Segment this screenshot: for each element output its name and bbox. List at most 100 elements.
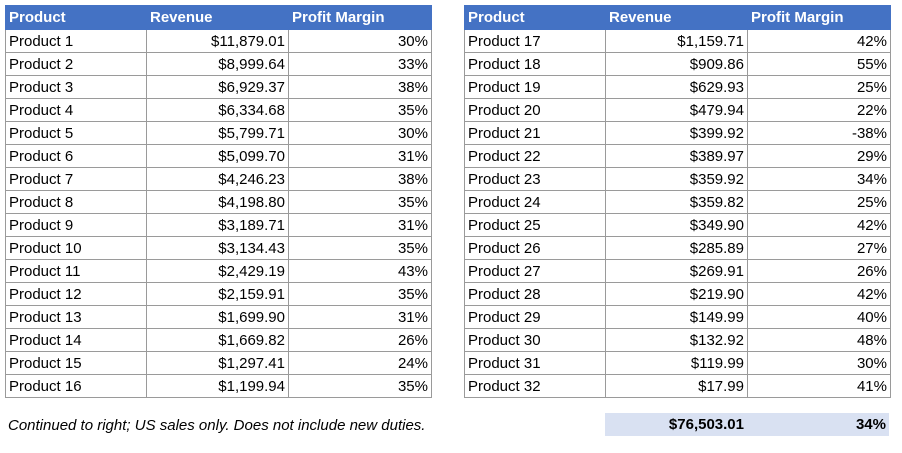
header-profit-margin: Profit Margin (747, 5, 891, 30)
revenue-cell: $1,297.41 (146, 351, 289, 375)
table-row: Product 20 $479.94 22% (464, 98, 891, 122)
revenue-cell: $3,189.71 (146, 213, 289, 237)
profit-margin-cell: 43% (288, 259, 432, 283)
table-row: Product 21 $399.92 -38% (464, 121, 891, 145)
product-cell: Product 29 (464, 305, 606, 329)
revenue-cell: $4,198.80 (146, 190, 289, 214)
profit-margin-cell: 38% (288, 75, 432, 99)
table-row: Product 2 $8,999.64 33% (5, 52, 432, 76)
profit-margin-cell: 31% (288, 144, 432, 168)
revenue-cell: $17.99 (605, 374, 748, 398)
product-cell: Product 4 (5, 98, 147, 122)
profit-margin-cell: 26% (747, 259, 891, 283)
table-row: Product 28 $219.90 42% (464, 282, 891, 306)
product-cell: Product 19 (464, 75, 606, 99)
table-row: Product 1 $11,879.01 30% (5, 29, 432, 53)
profit-margin-cell: 30% (288, 121, 432, 145)
table-row: Product 3 $6,929.37 38% (5, 75, 432, 99)
product-cell: Product 25 (464, 213, 606, 237)
table-row: Product 26 $285.89 27% (464, 236, 891, 260)
left-table: Product Revenue Profit Margin Product 1 $… (5, 5, 432, 398)
table-row: Product 30 $132.92 48% (464, 328, 891, 352)
product-cell: Product 8 (5, 190, 147, 214)
table-row: Product 25 $349.90 42% (464, 213, 891, 237)
profit-margin-cell: 25% (747, 190, 891, 214)
revenue-cell: $479.94 (605, 98, 748, 122)
profit-margin-cell: 35% (288, 374, 432, 398)
profit-margin-cell: 33% (288, 52, 432, 76)
revenue-cell: $269.91 (605, 259, 748, 283)
product-cell: Product 32 (464, 374, 606, 398)
revenue-cell: $909.86 (605, 52, 748, 76)
table-row: Product 9 $3,189.71 31% (5, 213, 432, 237)
table-row: Product 23 $359.92 34% (464, 167, 891, 191)
table-row: Product 13 $1,699.90 31% (5, 305, 432, 329)
product-cell: Product 20 (464, 98, 606, 122)
product-cell: Product 13 (5, 305, 147, 329)
revenue-cell: $119.99 (605, 351, 748, 375)
profit-margin-cell: 22% (747, 98, 891, 122)
product-cell: Product 14 (5, 328, 147, 352)
total-profit-margin: 34% (747, 413, 889, 436)
profit-margin-cell: 29% (747, 144, 891, 168)
product-cell: Product 27 (464, 259, 606, 283)
total-revenue: $76,503.01 (605, 413, 747, 436)
revenue-cell: $132.92 (605, 328, 748, 352)
revenue-cell: $1,199.94 (146, 374, 289, 398)
product-cell: Product 9 (5, 213, 147, 237)
product-cell: Product 3 (5, 75, 147, 99)
profit-margin-cell: 30% (747, 351, 891, 375)
product-cell: Product 1 (5, 29, 147, 53)
revenue-cell: $2,159.91 (146, 282, 289, 306)
revenue-cell: $1,699.90 (146, 305, 289, 329)
revenue-cell: $6,929.37 (146, 75, 289, 99)
profit-margin-cell: 26% (288, 328, 432, 352)
table-row: Product 27 $269.91 26% (464, 259, 891, 283)
table-row: Product 19 $629.93 25% (464, 75, 891, 99)
revenue-cell: $8,999.64 (146, 52, 289, 76)
revenue-cell: $4,246.23 (146, 167, 289, 191)
revenue-cell: $285.89 (605, 236, 748, 260)
table-row: Product 17 $1,159.71 42% (464, 29, 891, 53)
header-revenue: Revenue (146, 5, 289, 30)
product-cell: Product 26 (464, 236, 606, 260)
profit-margin-cell: 35% (288, 236, 432, 260)
footnote: Continued to right; US sales only. Does … (8, 417, 426, 434)
revenue-cell: $359.92 (605, 167, 748, 191)
product-cell: Product 24 (464, 190, 606, 214)
product-cell: Product 2 (5, 52, 147, 76)
product-cell: Product 31 (464, 351, 606, 375)
profit-margin-cell: 41% (747, 374, 891, 398)
table-row: Product 31 $119.99 30% (464, 351, 891, 375)
table-row: Product 10 $3,134.43 35% (5, 236, 432, 260)
profit-margin-cell: 55% (747, 52, 891, 76)
profit-margin-cell: 42% (747, 29, 891, 53)
profit-margin-cell: 35% (288, 98, 432, 122)
profit-margin-cell: 40% (747, 305, 891, 329)
profit-margin-cell: 30% (288, 29, 432, 53)
table-row: Product 22 $389.97 29% (464, 144, 891, 168)
profit-margin-cell: 38% (288, 167, 432, 191)
revenue-cell: $399.92 (605, 121, 748, 145)
profit-margin-cell: 48% (747, 328, 891, 352)
revenue-cell: $359.82 (605, 190, 748, 214)
product-cell: Product 17 (464, 29, 606, 53)
revenue-cell: $1,669.82 (146, 328, 289, 352)
revenue-cell: $2,429.19 (146, 259, 289, 283)
product-cell: Product 22 (464, 144, 606, 168)
profit-margin-cell: 25% (747, 75, 891, 99)
table-row: Product 24 $359.82 25% (464, 190, 891, 214)
table-row: Product 29 $149.99 40% (464, 305, 891, 329)
profit-margin-cell: 42% (747, 213, 891, 237)
header-revenue: Revenue (605, 5, 748, 30)
profit-margin-cell: 35% (288, 282, 432, 306)
revenue-cell: $349.90 (605, 213, 748, 237)
profit-margin-cell: 42% (747, 282, 891, 306)
product-cell: Product 5 (5, 121, 147, 145)
profit-margin-cell: 24% (288, 351, 432, 375)
table-row: Product 32 $17.99 41% (464, 374, 891, 398)
header-product: Product (5, 5, 147, 30)
revenue-cell: $3,134.43 (146, 236, 289, 260)
product-cell: Product 30 (464, 328, 606, 352)
product-cell: Product 28 (464, 282, 606, 306)
